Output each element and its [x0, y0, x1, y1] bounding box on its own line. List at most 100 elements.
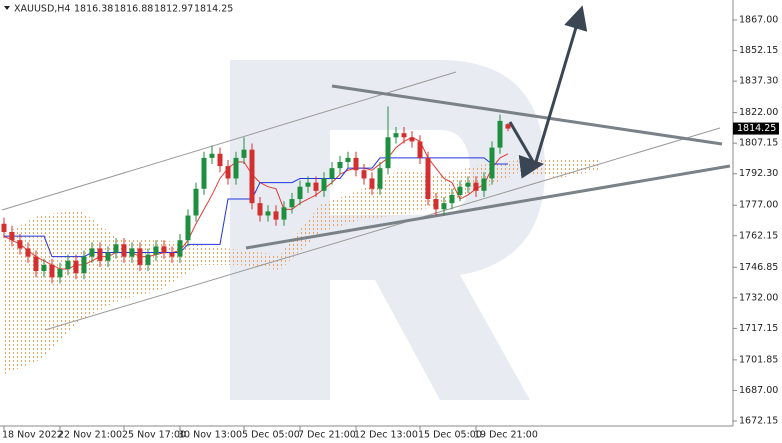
candle-body: [105, 252, 111, 261]
forecast-arrow: [508, 5, 588, 179]
candle-body: [273, 211, 279, 220]
candle-body: [201, 157, 207, 189]
candle-body: [33, 256, 39, 272]
candle-body: [393, 133, 399, 138]
candle-body: [177, 240, 183, 257]
candle-body: [473, 182, 479, 191]
candle-body: [441, 203, 447, 210]
y-tick-label: 1732.00: [739, 292, 778, 303]
candle-body: [225, 166, 231, 179]
candle-body: [161, 246, 167, 253]
x-tick-label: 19 Dec 21:00: [474, 430, 538, 441]
x-tick-label: 30 Nov 13:00: [178, 430, 242, 441]
x-tick-label: 12 Dec 13:00: [354, 430, 418, 441]
candle-body: [249, 149, 255, 204]
candle-body: [369, 178, 375, 189]
candle-body: [217, 153, 223, 167]
candle-body: [465, 182, 471, 187]
indicator-line: [4, 157, 508, 258]
candle-body: [185, 215, 191, 241]
candle-body: [193, 188, 199, 216]
candle-body: [241, 149, 247, 158]
candle-body: [457, 186, 463, 195]
candle-body: [297, 186, 303, 200]
candle-body: [49, 264, 55, 278]
y-tick-label: 1867.00: [739, 15, 778, 26]
y-tick-label: 1762.15: [739, 230, 778, 241]
candle-body: [481, 178, 487, 191]
candle-body: [433, 199, 439, 210]
candle-body: [321, 178, 327, 191]
candle-body: [377, 168, 383, 189]
x-tick-label: 15 Dec 05:00: [418, 430, 482, 441]
price-label: 1814.25: [737, 123, 776, 134]
y-tick-label: 1717.15: [739, 323, 778, 334]
candle-body: [345, 157, 351, 163]
candle-body: [489, 147, 495, 179]
price-label-bg: [733, 122, 779, 135]
candle-body: [89, 248, 95, 257]
candle-body: [81, 256, 87, 274]
candle-body: [353, 157, 359, 171]
candle-body: [409, 137, 415, 142]
channel: [1, 71, 721, 331]
candle-body: [337, 162, 343, 169]
y-tick-label: 1701.85: [739, 354, 778, 365]
candle-body: [497, 120, 503, 148]
candle-body: [25, 248, 31, 257]
candle-body: [449, 194, 455, 204]
candle-body: [233, 157, 239, 179]
candle-body: [361, 170, 367, 179]
candle-body: [209, 153, 215, 158]
candle-body: [121, 244, 127, 257]
candle-body: [505, 124, 511, 129]
candle-body: [97, 248, 103, 261]
y-tick-label: 1837.30: [739, 76, 778, 87]
candle-body: [73, 260, 79, 274]
watermark: [230, 60, 545, 400]
candle-body: [41, 264, 47, 272]
candle-body: [153, 246, 159, 255]
header-high: 1816.88: [114, 4, 153, 15]
x-tick-label: 18 Nov 2022: [2, 430, 63, 441]
header-low: 1812.97: [154, 4, 193, 15]
candle-body: [385, 137, 391, 169]
support-line: [245, 164, 731, 250]
x-tick-label: 5 Dec 05:00: [242, 430, 300, 441]
candle-body: [9, 231, 15, 241]
candle-body: [129, 248, 135, 257]
y-tick-label: 1746.85: [739, 262, 778, 273]
y-tick-label: 1852.15: [739, 45, 778, 56]
candle-body: [113, 244, 119, 253]
candle-body: [169, 252, 175, 257]
symbol: XAUUSD,H4: [14, 4, 70, 15]
candle-body: [289, 199, 295, 208]
candle-body: [17, 240, 23, 249]
candle-body: [281, 207, 287, 220]
header: XAUUSD,H4 1816.38 1816.88 1812.97 1814.2…: [4, 4, 233, 15]
y-tick-label: 1807.15: [739, 138, 778, 149]
y-tick-label: 1792.30: [739, 168, 778, 179]
header-open: 1816.38: [74, 4, 113, 15]
candle-body: [137, 248, 143, 265]
candle-body: [329, 168, 335, 179]
candle-body: [305, 182, 311, 187]
y-tick-label: 1672.15: [739, 415, 778, 426]
candle-body: [265, 211, 271, 216]
indicator-line: [3, 136, 509, 270]
candle-body: [425, 157, 431, 200]
ichimoku-cloud: [2, 158, 600, 375]
header-icon: [4, 6, 10, 10]
candle-body: [1, 223, 7, 232]
candle-body: [257, 203, 263, 216]
x-tick-label: 25 Nov 17:00: [122, 430, 186, 441]
candle-body: [57, 269, 63, 278]
y-tick-label: 1687.00: [739, 385, 778, 396]
x-tick-label: 7 Dec 21:00: [298, 430, 356, 441]
candle-body: [145, 254, 151, 265]
header-close: 1814.25: [194, 4, 233, 15]
candle-body: [65, 260, 71, 270]
candle-body: [401, 133, 407, 138]
